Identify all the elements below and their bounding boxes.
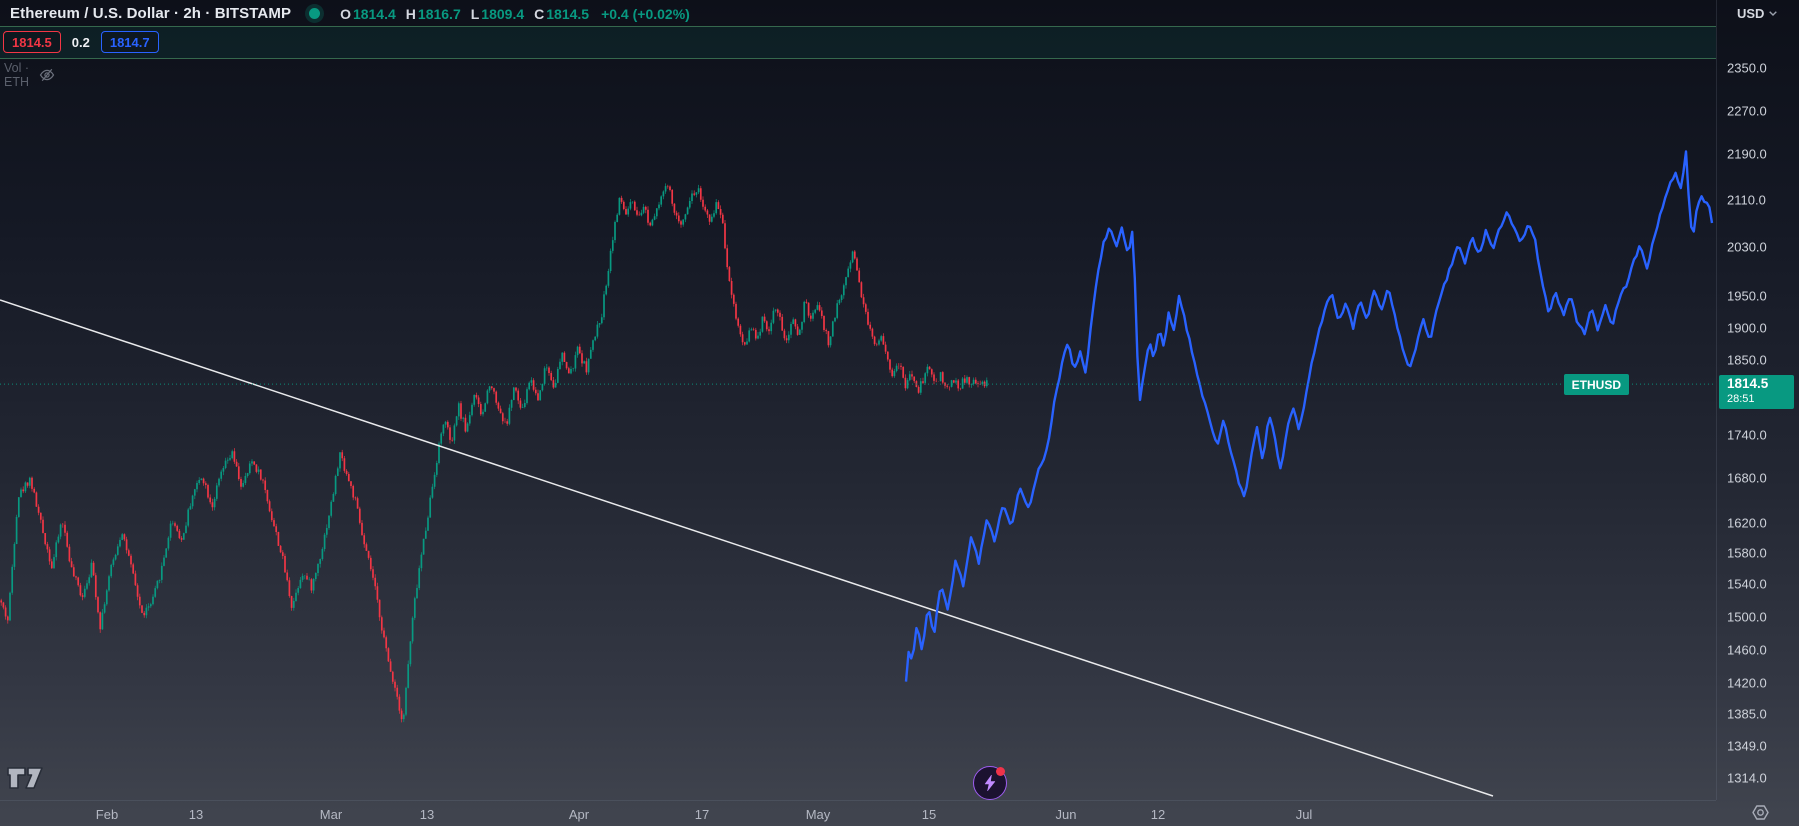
volume-indicator-row: Vol · ETH: [4, 61, 55, 89]
price-tick-label: 1900.0: [1727, 320, 1767, 336]
time-axis[interactable]: Feb 13 Mar 13 Apr 17 May 15 Jun 12 Jul: [0, 800, 1716, 826]
ohlc-low: L 1809.4: [470, 5, 525, 22]
chart-canvas[interactable]: Ethereum / U.S. Dollar · 2h · BITSTAMP O…: [0, 0, 1716, 800]
time-tick-label: Mar: [319, 807, 343, 822]
symbol-header-row: Ethereum / U.S. Dollar · 2h · BITSTAMP O…: [10, 5, 690, 22]
settings-gear-icon[interactable]: [1751, 803, 1770, 826]
time-tick-label: May: [805, 807, 831, 822]
price-tick-label: 1314.0: [1727, 770, 1767, 786]
time-tick-label: Feb: [95, 807, 119, 822]
candle-bodies-down: [0, 186, 986, 720]
price-tick-label: 2030.0: [1727, 239, 1767, 255]
market-status-icon[interactable]: [309, 8, 321, 19]
sell-bid-button[interactable]: 1814.5: [3, 31, 61, 53]
price-tick-label: 1740.0: [1727, 427, 1767, 443]
currency-dropdown[interactable]: USD: [1737, 6, 1778, 21]
symbol-price-label: ETHUSD: [1563, 374, 1629, 395]
lightning-button[interactable]: [973, 766, 1007, 800]
volume-indicator-label[interactable]: Vol · ETH: [4, 61, 30, 89]
price-tick-label: 2190.0: [1727, 146, 1767, 162]
price-tick-label: 1500.0: [1727, 609, 1767, 625]
time-tick-label: 15: [921, 807, 937, 822]
price-tick-label: 1620.0: [1727, 515, 1767, 531]
spread-value: 0.2: [71, 34, 90, 50]
price-tick-label: 2270.0: [1727, 103, 1767, 119]
time-tick-label: 12: [1150, 807, 1166, 822]
bid-ask-row: 1814.5 0.2 1814.7: [3, 31, 159, 53]
overlay-line-series: [904, 150, 1714, 682]
current-price-badge: 1814.5 28:51: [1719, 375, 1794, 409]
time-tick-label: Jul: [1295, 807, 1313, 822]
chevron-down-icon: [1769, 11, 1778, 16]
eye-off-icon[interactable]: [39, 67, 55, 83]
price-tick-label: 2110.0: [1727, 192, 1766, 208]
trendline-drawing[interactable]: [0, 299, 1494, 797]
time-tick-label: 13: [419, 807, 435, 822]
price-tick-label: 1385.0: [1727, 706, 1767, 722]
candle-wicks-up: [9, 183, 988, 723]
time-tick-label: 17: [694, 807, 710, 822]
time-tick-label: Jun: [1055, 807, 1077, 822]
candle-bodies-up: [9, 186, 988, 720]
price-change: +0.4 (+0.02%): [601, 5, 690, 22]
price-tick-label: 1349.0: [1727, 738, 1767, 754]
time-tick-label: 13: [188, 807, 204, 822]
notification-dot: [996, 767, 1005, 776]
price-tick-label: 1460.0: [1727, 642, 1767, 658]
tradingview-logo[interactable]: [6, 764, 44, 797]
ohlc-close: C 1814.5: [534, 5, 590, 22]
price-tick-label: 2350.0: [1727, 60, 1767, 76]
ohlc-high: H 1816.7: [405, 5, 461, 22]
symbol-title[interactable]: Ethereum / U.S. Dollar · 2h · BITSTAMP: [10, 5, 292, 22]
buy-ask-button[interactable]: 1814.7: [100, 31, 159, 53]
ohlc-open: O 1814.4: [340, 5, 396, 22]
price-tick-label: 1540.0: [1727, 576, 1767, 592]
currency-label: USD: [1737, 6, 1765, 21]
price-plot[interactable]: [0, 0, 1716, 800]
ohlc-values: O 1814.4 H 1816.7 L 1809.4 C 1814.5 +0.4 (+0…: [340, 6, 690, 22]
price-tick-label: 1950.0: [1727, 288, 1767, 304]
current-price-value: 1814.5: [1727, 376, 1769, 391]
price-axis[interactable]: USD 2350.0 2270.0 2190.0 2110.0 2030.0 1950.0…: [1716, 0, 1799, 820]
bar-countdown: 28:51: [1727, 393, 1755, 405]
price-tick-label: 1680.0: [1727, 470, 1767, 486]
price-tick-label: 1580.0: [1727, 545, 1767, 561]
price-tick-label: 1420.0: [1727, 675, 1767, 691]
candle-wicks-down: [0, 184, 985, 723]
time-tick-label: Apr: [568, 807, 590, 822]
price-tick-label: 1850.0: [1727, 352, 1767, 368]
